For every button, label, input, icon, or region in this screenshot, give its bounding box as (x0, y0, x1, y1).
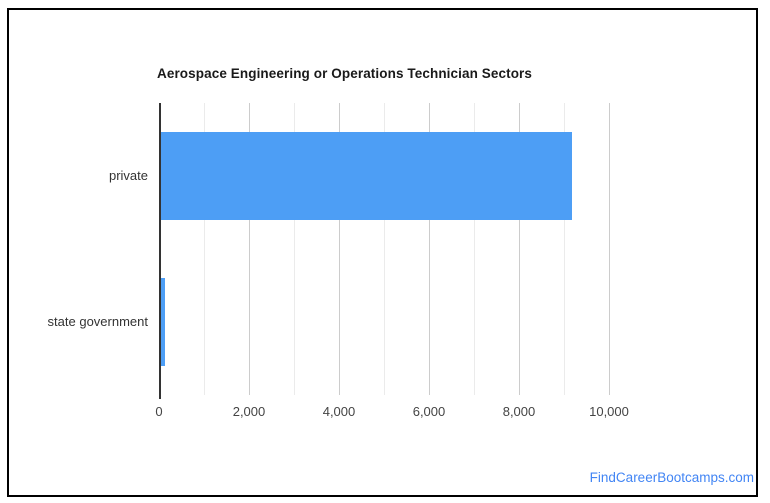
minor-gridline (204, 103, 205, 395)
major-gridline (339, 103, 340, 395)
x-axis-tick-label: 0 (155, 404, 163, 419)
minor-gridline (564, 103, 565, 395)
x-axis-tick-label: 10,000 (589, 404, 629, 419)
footer-link[interactable]: FindCareerBootcamps.com (589, 470, 754, 485)
x-axis-tick-label: 6,000 (412, 404, 446, 419)
major-gridline (519, 103, 520, 395)
minor-gridline (474, 103, 475, 395)
major-gridline (429, 103, 430, 395)
major-gridline (609, 103, 610, 395)
bar-state-government (161, 278, 165, 366)
plot-area (159, 103, 610, 399)
y-axis-baseline (159, 103, 161, 399)
minor-gridline (294, 103, 295, 395)
x-axis-tick-label: 8,000 (502, 404, 536, 419)
minor-gridline (384, 103, 385, 395)
chart-title: Aerospace Engineering or Operations Tech… (157, 66, 533, 81)
bar-private (161, 132, 572, 220)
y-axis-label: private (108, 168, 148, 183)
major-gridline (249, 103, 250, 395)
x-axis-tick-label: 2,000 (232, 404, 266, 419)
x-axis-tick-label: 4,000 (322, 404, 356, 419)
y-axis-label: state government (47, 314, 148, 329)
